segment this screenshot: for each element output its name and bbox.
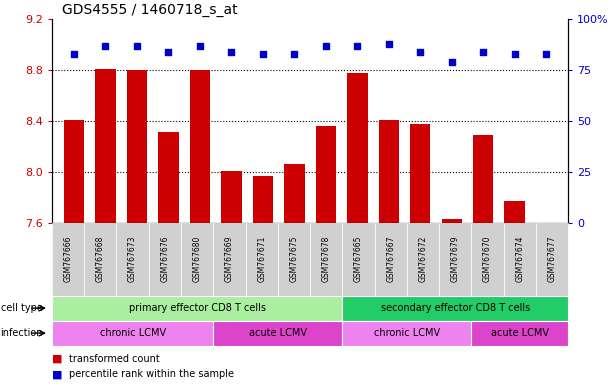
Bar xyxy=(505,201,525,223)
Text: GSM767678: GSM767678 xyxy=(322,236,331,282)
Text: transformed count: transformed count xyxy=(69,354,160,364)
Text: ■: ■ xyxy=(52,354,62,364)
Text: GSM767672: GSM767672 xyxy=(419,236,428,282)
Point xyxy=(69,51,79,57)
Point xyxy=(321,43,331,49)
Point xyxy=(353,43,362,49)
Point xyxy=(227,49,236,55)
Point xyxy=(447,59,456,65)
Point xyxy=(415,49,425,55)
Text: chronic LCMV: chronic LCMV xyxy=(374,328,440,338)
Text: GSM767666: GSM767666 xyxy=(64,236,73,283)
Bar xyxy=(252,175,273,223)
Bar xyxy=(473,135,494,223)
Point xyxy=(258,51,268,57)
Bar xyxy=(95,69,115,223)
Bar xyxy=(347,73,368,223)
Bar xyxy=(158,132,178,223)
Text: GSM767670: GSM767670 xyxy=(483,236,492,283)
Bar xyxy=(284,164,304,223)
Text: primary effector CD8 T cells: primary effector CD8 T cells xyxy=(129,303,266,313)
Text: GSM767667: GSM767667 xyxy=(386,236,395,283)
Point xyxy=(478,49,488,55)
Bar xyxy=(126,70,147,223)
Bar xyxy=(442,219,462,223)
Text: GSM767665: GSM767665 xyxy=(354,236,363,283)
Text: GSM767673: GSM767673 xyxy=(128,236,137,283)
Text: GSM767679: GSM767679 xyxy=(451,236,460,283)
Bar xyxy=(379,120,399,223)
Point xyxy=(101,43,111,49)
Text: GSM767676: GSM767676 xyxy=(160,236,169,283)
Point xyxy=(290,51,299,57)
Point xyxy=(384,41,393,47)
Text: GSM767669: GSM767669 xyxy=(225,236,234,283)
Bar xyxy=(410,124,431,223)
Bar xyxy=(316,126,336,223)
Point xyxy=(195,43,205,49)
Point xyxy=(541,51,551,57)
Text: GSM767675: GSM767675 xyxy=(290,236,298,283)
Text: GDS4555 / 1460718_s_at: GDS4555 / 1460718_s_at xyxy=(62,3,238,17)
Text: GSM767671: GSM767671 xyxy=(257,236,266,282)
Text: secondary effector CD8 T cells: secondary effector CD8 T cells xyxy=(381,303,530,313)
Text: GSM767680: GSM767680 xyxy=(192,236,202,282)
Text: infection: infection xyxy=(1,328,43,338)
Point xyxy=(164,49,174,55)
Text: cell type: cell type xyxy=(1,303,43,313)
Text: ■: ■ xyxy=(52,369,62,379)
Text: acute LCMV: acute LCMV xyxy=(249,328,307,338)
Point xyxy=(510,51,519,57)
Text: chronic LCMV: chronic LCMV xyxy=(100,328,166,338)
Text: percentile rank within the sample: percentile rank within the sample xyxy=(69,369,234,379)
Bar xyxy=(221,170,241,223)
Text: GSM767677: GSM767677 xyxy=(547,236,557,283)
Bar xyxy=(64,120,84,223)
Text: acute LCMV: acute LCMV xyxy=(491,328,549,338)
Bar xyxy=(189,70,210,223)
Text: GSM767668: GSM767668 xyxy=(96,236,105,282)
Text: GSM767674: GSM767674 xyxy=(515,236,524,283)
Point xyxy=(132,43,142,49)
